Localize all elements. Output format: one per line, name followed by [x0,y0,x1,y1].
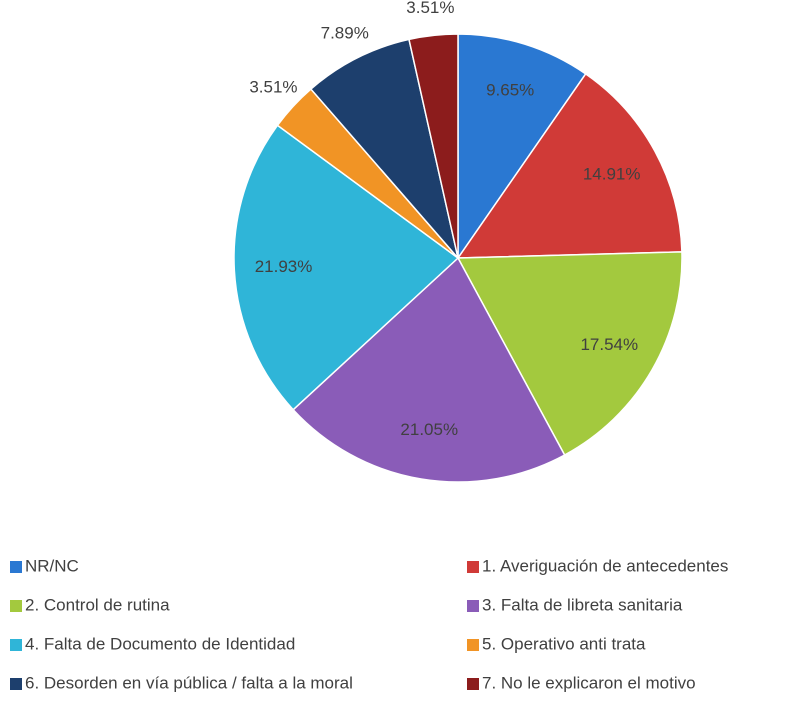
legend-label: 4. Falta de Documento de Identidad [25,634,295,653]
pie-slice [292,256,566,483]
legend-label: 3. Falta de libreta sanitaria [482,595,683,614]
pie-slice [408,33,459,259]
legend-label: 7. No le explicaron el motivo [482,673,696,692]
legend-swatch [467,561,479,573]
data-label: 9.65% [486,81,534,100]
data-label: 21.93% [255,257,313,276]
pie-slice [456,72,683,259]
legend-label: 5. Operativo anti trata [482,634,646,653]
legend-swatch [10,678,22,690]
pie-slice [456,251,683,457]
legend-swatch [10,561,22,573]
legend-swatch [467,600,479,612]
data-label: 17.54% [580,335,638,354]
legend-label: 1. Averiguación de antecedentes [482,556,728,575]
data-label: 3.51% [249,78,297,97]
legend-swatch [10,600,22,612]
legend-label: 6. Desorden en vía pública / falta a la … [25,673,353,692]
legend-swatch [467,678,479,690]
pie-slice [457,33,587,261]
legend-swatch [467,639,479,651]
data-label: 14.91% [583,164,641,183]
data-label: 7.89% [321,24,369,43]
legend-swatch [10,639,22,651]
data-label: 21.05% [400,420,458,439]
data-label: 3.51% [406,0,454,17]
legend-label: 2. Control de rutina [25,595,170,614]
legend-label: NR/NC [25,556,79,575]
pie-slice [233,124,460,411]
